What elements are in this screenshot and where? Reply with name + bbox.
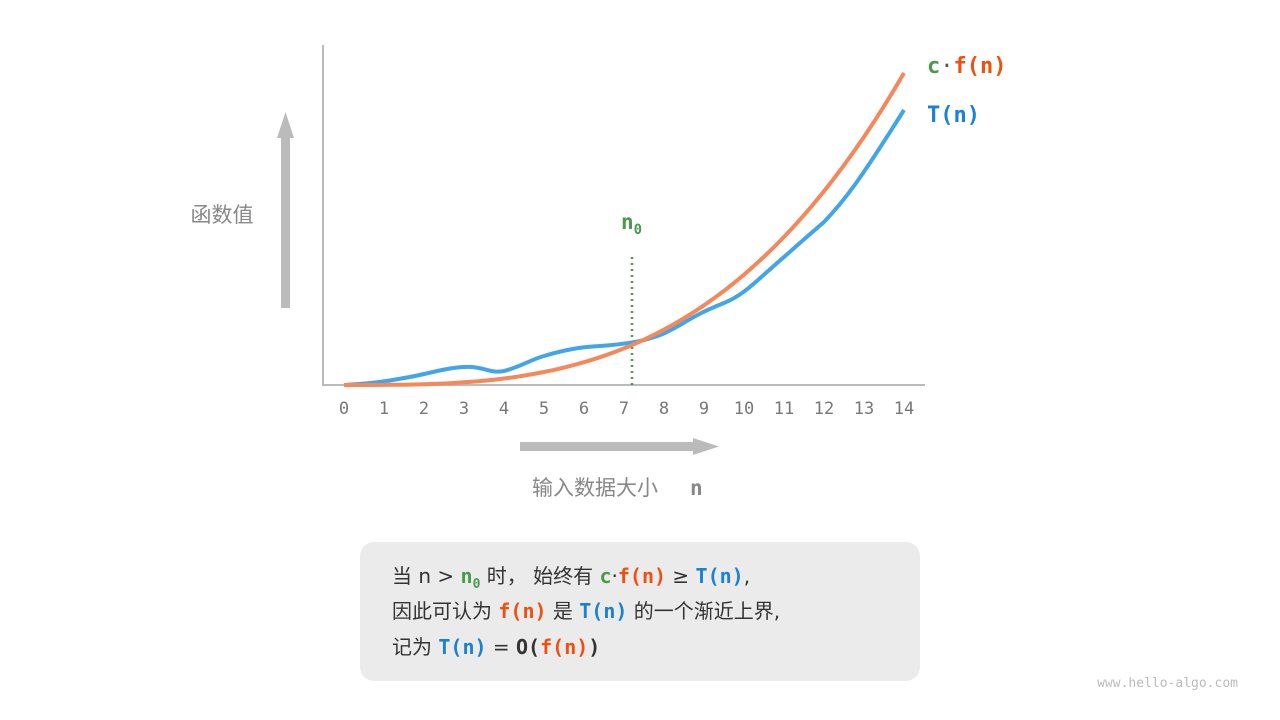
x-arrow	[520, 438, 719, 455]
y-axis-label: 函数值	[191, 203, 254, 227]
note-box: 当 n > n0 时， 始终有 c·f(n) ≥ T(n), 因此可认为 f(n…	[360, 542, 920, 681]
x-tick-label: 10	[734, 399, 754, 419]
x-tick-label: 0	[339, 399, 349, 419]
note-line-1: 当 n > n0 时， 始终有 c·f(n) ≥ T(n),	[392, 564, 751, 592]
x-tick-label: 7	[619, 399, 629, 419]
x-axis-var: n	[690, 476, 703, 500]
x-tick-label: 14	[894, 399, 914, 419]
x-tick-label: 9	[699, 399, 709, 419]
watermark: www.hello-algo.com	[1097, 676, 1238, 691]
x-tick-label: 8	[659, 399, 669, 419]
x-axis-label: 输入数据大小	[532, 476, 658, 500]
cf-curve	[344, 71, 906, 387]
x-tick-label: 1	[379, 399, 389, 419]
x-tick-label: 2	[419, 399, 429, 419]
legend-cf: c·f(n)	[927, 54, 1006, 79]
x-tick-label: 3	[459, 399, 469, 419]
x-tick-label: 11	[774, 399, 794, 419]
y-arrow	[277, 112, 294, 308]
t-curve	[343, 108, 906, 387]
note-line-2: 因此可认为 f(n) 是 T(n) 的一个渐近上界,	[392, 599, 781, 623]
x-tick-label: 4	[499, 399, 509, 419]
x-tick-label: 5	[539, 399, 549, 419]
x-tick-label: 6	[579, 399, 589, 419]
n0-label: n0	[621, 210, 642, 238]
note-line-3: 记为 T(n) = O(f(n))	[392, 635, 601, 659]
legend-t: T(n)	[927, 103, 980, 128]
x-tick-label: 13	[854, 399, 874, 419]
x-tick-label: 12	[814, 399, 834, 419]
